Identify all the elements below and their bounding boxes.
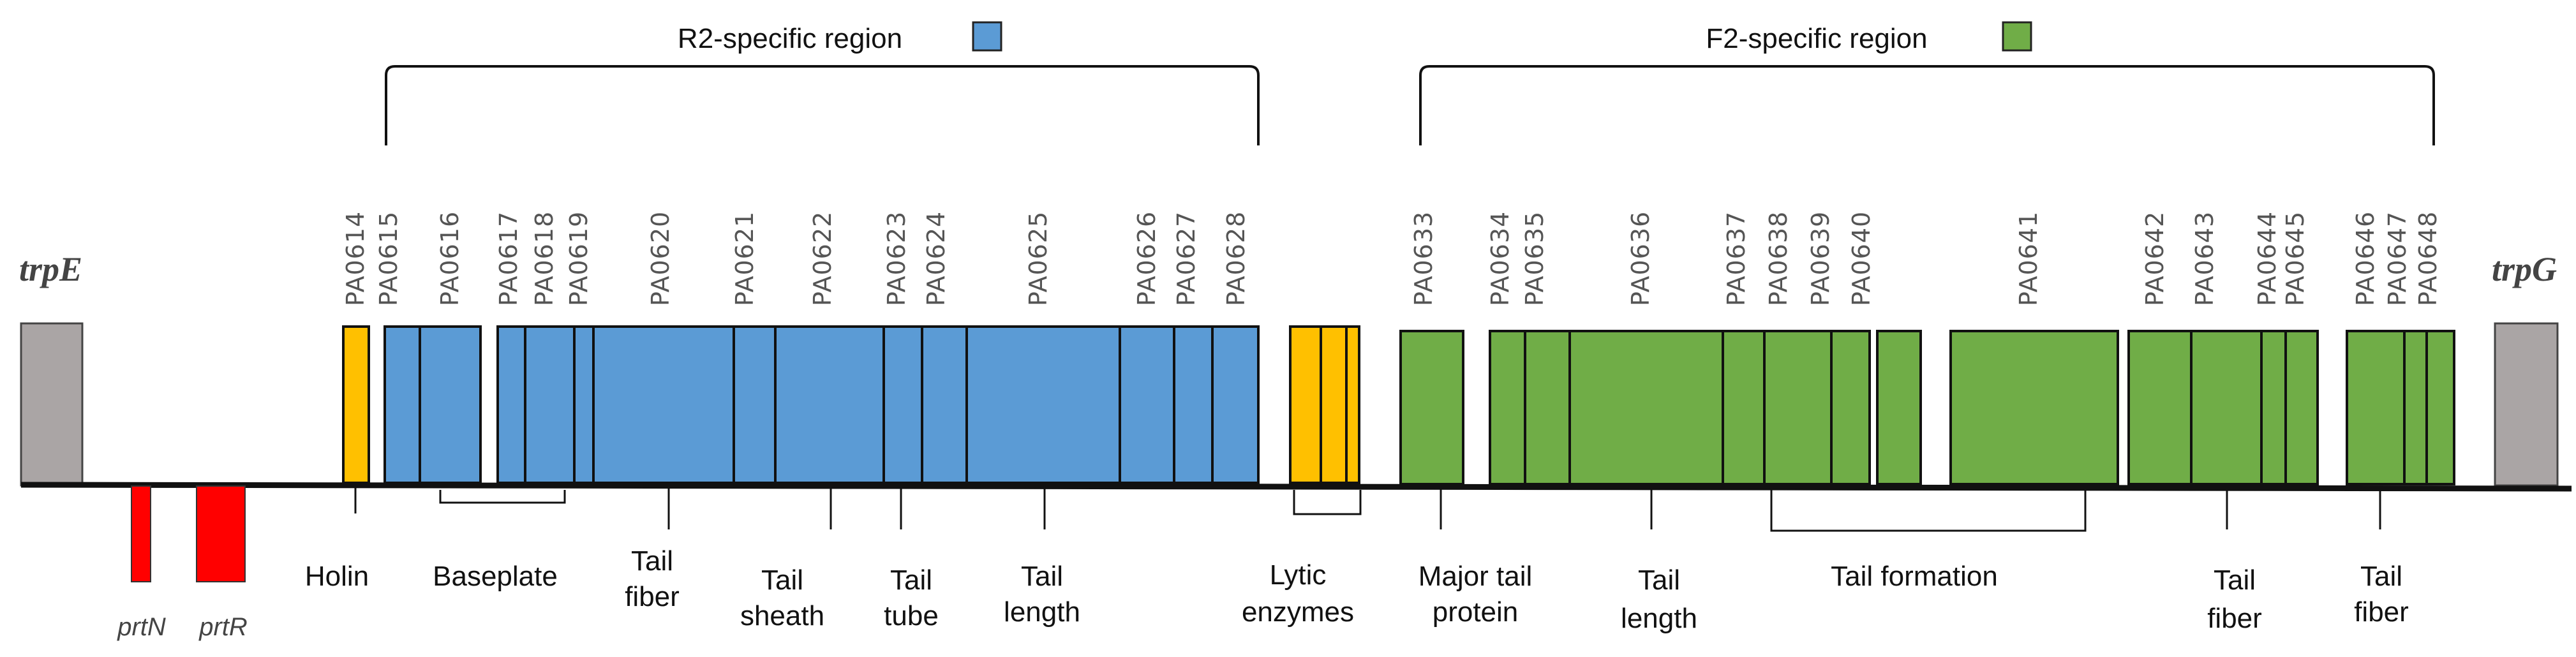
function-label-r2-tail-fiber: Tail fiber (625, 545, 680, 612)
gene-block-PA0616 (419, 325, 482, 484)
trpG-gene (2494, 322, 2559, 487)
r2-region-swatch (972, 21, 1002, 52)
gene-label-PA0626: PA0626 (1133, 211, 1161, 306)
gene-block-PA0628 (1211, 325, 1260, 484)
prtR-gene (196, 485, 246, 582)
gene-block-PA0624 (921, 325, 968, 484)
gene-block-PA0623 (882, 325, 923, 484)
gene-block-PA0638 (1763, 330, 1833, 485)
trpE-gene (20, 322, 84, 487)
gene-block-PA0648 (2425, 330, 2455, 485)
genome-line (20, 482, 2572, 492)
gene-label-PA0635: PA0635 (1521, 211, 1549, 306)
prtR-label: prtR (198, 613, 248, 641)
function-label-holin: Holin (305, 561, 369, 592)
gene-block-PA0642 (2127, 330, 2193, 485)
f2-region-swatch (2002, 21, 2032, 52)
gene-block-lytic-1 (1289, 325, 1322, 484)
gene-block-PA0620 (592, 325, 735, 484)
gene-block-lytic-2 (1320, 325, 1348, 484)
gene-label-PA0618: PA0618 (530, 211, 558, 306)
function-label-tail-sheath: Tail sheath (740, 565, 824, 631)
gene-label-PA0645: PA0645 (2281, 211, 2309, 306)
gene-label-PA0636: PA0636 (1627, 211, 1655, 306)
gene-label-PA0634: PA0634 (1486, 211, 1514, 306)
function-label-tail-formation: Tail formation (1831, 561, 1998, 592)
function-labels: Holin Baseplate Tail fiber Tail sheath Tai… (305, 545, 2409, 634)
gene-label-PA0633: PA0633 (1410, 211, 1438, 306)
f2-region-bracket: F2-specific region (1419, 21, 2435, 145)
function-label-f2-tail-fiber-1: Tail fiber (2207, 565, 2262, 634)
r2-region-label: R2-specific region (678, 23, 902, 54)
gene-label-PA0628: PA0628 (1222, 211, 1250, 306)
gene-label-PA0621: PA0621 (731, 211, 759, 306)
gene-label-PA0643: PA0643 (2191, 211, 2219, 306)
gene-label-PA0627: PA0627 (1172, 211, 1200, 306)
gene-label-PA0637: PA0637 (1722, 211, 1750, 306)
gene-label-PA0623: PA0623 (882, 211, 911, 306)
gene-label-PA0625: PA0625 (1024, 211, 1052, 306)
gene-block-PA0622 (774, 325, 885, 484)
gene-label-PA0619: PA0619 (565, 211, 593, 306)
gene-label-PA0644: PA0644 (2253, 211, 2281, 306)
gene-block-PA0615 (383, 325, 421, 484)
r2-region-bracket: R2-specific region (385, 21, 1260, 145)
gene-block-PA0635 (1524, 330, 1571, 485)
gene-block-PA0633 (1399, 330, 1464, 485)
gene-label-PA0624: PA0624 (922, 211, 950, 306)
trpE-label: trpE (19, 250, 82, 288)
gene-block-PA0644 (2260, 330, 2287, 485)
trpG-label: trpG (2492, 250, 2557, 288)
gene-label-PA0622: PA0622 (808, 211, 837, 306)
gene-block-PA0627 (1173, 325, 1214, 484)
gene-block-PA0621 (733, 325, 777, 484)
prtN-gene (131, 485, 151, 582)
gene-blocks (342, 325, 2455, 485)
function-label-f2-tail-length: Tail length (1621, 565, 1697, 634)
gene-block-PA0636 (1568, 330, 1724, 485)
gene-block-PA0618 (524, 325, 576, 484)
gene-block-lytic-3 (1345, 325, 1360, 484)
gene-block-PA0646 (2346, 330, 2406, 485)
gene-label-PA0639: PA0639 (1806, 211, 1835, 306)
function-label-f2-tail-fiber-2: Tail fiber (2354, 561, 2409, 628)
gene-block-PA0640 (1876, 330, 1922, 485)
gene-label-PA0617: PA0617 (495, 211, 523, 306)
gene-label-PA0646: PA0646 (2351, 211, 2379, 306)
gene-block-PA0637 (1722, 330, 1766, 485)
gene-label-PA0641: PA0641 (2014, 211, 2043, 306)
gene-block-PA0647 (2403, 330, 2428, 485)
gene-block-PA0619 (573, 325, 595, 484)
gene-label-PA0614: PA0614 (341, 211, 369, 306)
prtN-label: prtN (117, 613, 166, 641)
gene-label-PA0615: PA0615 (375, 211, 403, 306)
gene-id-labels: PA0614 PA0615 PA0616 PA0617 PA0618 PA061… (341, 211, 2442, 306)
gene-label-PA0647: PA0647 (2383, 211, 2411, 306)
f2-region-label: F2-specific region (1706, 23, 1927, 54)
gene-label-PA0638: PA0638 (1764, 211, 1792, 306)
gene-block-PA0626 (1119, 325, 1175, 484)
gene-block-PA0634 (1489, 330, 1526, 485)
gene-label-PA0620: PA0620 (646, 211, 674, 306)
function-label-tail-tube: Tail tube (884, 565, 939, 631)
gene-block-PA0643 (2190, 330, 2263, 485)
gene-block-PA0639 (1830, 330, 1871, 485)
function-label-major-tail-protein: Major tail protein (1418, 561, 1533, 628)
function-label-lytic-enzymes: Lytic enzymes (1242, 559, 1354, 628)
gene-block-PA0614 (342, 325, 370, 484)
gene-block-PA0617 (496, 325, 526, 484)
function-label-r2-tail-length: Tail length (1004, 561, 1080, 628)
function-label-baseplate: Baseplate (433, 561, 558, 592)
function-connectors (354, 488, 2381, 532)
gene-label-PA0642: PA0642 (2141, 211, 2169, 306)
gene-label-PA0616: PA0616 (436, 211, 464, 306)
gene-block-PA0641 (1949, 330, 2119, 485)
gene-block-PA0645 (2284, 330, 2319, 485)
gene-label-PA0648: PA0648 (2414, 211, 2442, 306)
gene-label-PA0640: PA0640 (1847, 211, 1875, 306)
gene-block-PA0625 (965, 325, 1121, 484)
